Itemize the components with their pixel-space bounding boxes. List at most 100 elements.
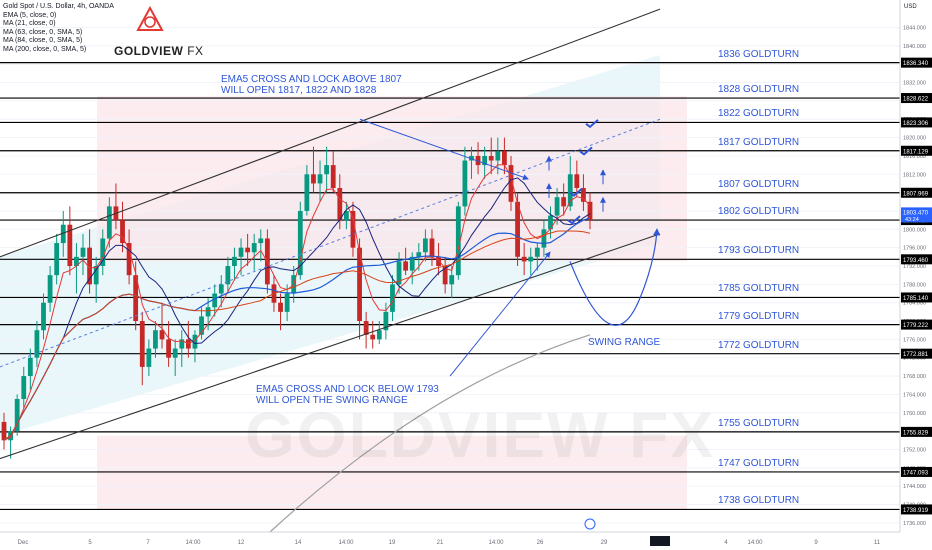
level-label[interactable]: 1802 GOLDTURN — [718, 206, 800, 218]
channel-lower-line[interactable] — [0, 233, 661, 460]
candle-body[interactable] — [587, 201, 593, 221]
candle-body[interactable] — [317, 174, 323, 184]
candle-body[interactable] — [278, 302, 283, 312]
indicator-ma63[interactable]: MA (63, close, 0, SMA, 5) — [3, 28, 83, 36]
candle-body[interactable] — [251, 243, 257, 253]
candle-body[interactable] — [133, 275, 139, 322]
candle-body[interactable] — [87, 247, 92, 285]
level-label[interactable]: 1836 GOLDTURN — [718, 48, 800, 60]
candle-body[interactable] — [185, 339, 191, 349]
level-price-tag[interactable] — [901, 187, 932, 198]
candle-body[interactable] — [567, 174, 573, 207]
candle-body[interactable] — [120, 220, 125, 244]
candle-body[interactable] — [67, 224, 73, 266]
candle-body[interactable] — [153, 330, 158, 349]
candle-body[interactable] — [390, 284, 395, 312]
candle-body[interactable] — [330, 165, 336, 189]
candle-body[interactable] — [521, 256, 527, 262]
candle-body[interactable] — [14, 399, 20, 432]
candle-body[interactable] — [515, 201, 520, 257]
candle-body[interactable] — [54, 243, 60, 276]
candle-body[interactable] — [442, 266, 448, 285]
symbol-title[interactable]: Gold Spot / U.S. Dollar, 4h, OANDA — [3, 3, 114, 10]
candle-body[interactable] — [508, 165, 514, 202]
candle-body[interactable] — [80, 247, 86, 257]
candle-body[interactable] — [436, 256, 441, 266]
level-label[interactable]: 1793 GOLDTURN — [718, 245, 800, 257]
level-label[interactable]: 1817 GOLDTURN — [718, 136, 800, 148]
level-price-tag[interactable] — [901, 93, 932, 104]
level-label[interactable]: 1738 GOLDTURN — [718, 495, 800, 507]
level-label[interactable]: 1747 GOLDTURN — [718, 457, 800, 469]
ma84-line[interactable] — [3, 230, 591, 441]
candle-body[interactable] — [350, 210, 356, 248]
candle-body[interactable] — [324, 165, 330, 175]
candle-body[interactable] — [416, 252, 422, 257]
candle-body[interactable] — [304, 174, 310, 211]
level-label[interactable]: 1822 GOLDTURN — [718, 108, 800, 120]
candle-body[interactable] — [574, 174, 580, 189]
candle-body[interactable] — [258, 238, 264, 244]
candle-body[interactable] — [212, 293, 218, 308]
candle-body[interactable] — [21, 376, 27, 399]
candle-body[interactable] — [581, 188, 586, 202]
ma200-line[interactable] — [269, 334, 591, 533]
swing-range-label[interactable]: SWING RANGE — [588, 337, 661, 348]
candle-body[interactable] — [343, 210, 349, 221]
candle-body[interactable] — [41, 302, 46, 331]
candle-body[interactable] — [462, 160, 468, 207]
candle-body[interactable] — [166, 339, 172, 358]
candle-body[interactable] — [74, 256, 79, 266]
level-price-tag[interactable] — [901, 57, 932, 68]
level-price-tag[interactable] — [901, 292, 932, 303]
candle-body[interactable] — [47, 275, 53, 303]
candle-body[interactable] — [455, 206, 461, 276]
candle-body[interactable] — [238, 247, 244, 257]
level-label[interactable]: 1755 GOLDTURN — [718, 417, 800, 429]
level-price-tag[interactable] — [901, 117, 932, 128]
candle-body[interactable] — [541, 229, 547, 248]
candle-body[interactable] — [146, 348, 152, 367]
candle-body[interactable] — [100, 238, 106, 266]
level-label[interactable]: 1772 GOLDTURN — [718, 339, 800, 351]
level-label[interactable]: 1807 GOLDTURN — [718, 178, 800, 190]
candle-body[interactable] — [534, 247, 540, 257]
candle-body[interactable] — [27, 357, 33, 377]
candle-body[interactable] — [60, 224, 66, 244]
candle-body[interactable] — [192, 334, 198, 349]
level-price-tag[interactable] — [901, 319, 932, 330]
candle-body[interactable] — [126, 243, 132, 276]
candle-body[interactable] — [172, 348, 178, 358]
level-price-tag[interactable] — [901, 466, 932, 477]
candle-body[interactable] — [548, 215, 553, 230]
level-price-tag[interactable] — [901, 426, 932, 437]
ma21-line[interactable] — [3, 177, 591, 441]
candle-body[interactable] — [370, 334, 376, 340]
level-price-tag[interactable] — [901, 348, 932, 359]
candle-body[interactable] — [1, 421, 7, 441]
top-annotation[interactable]: EMA5 CROSS AND LOCK ABOVE 1807 WILL OPEN… — [221, 74, 402, 96]
channel-upper-line[interactable] — [0, 8, 661, 258]
level-price-tag[interactable] — [901, 254, 932, 265]
candle-body[interactable] — [488, 155, 494, 161]
candle-body[interactable] — [297, 210, 303, 276]
level-label[interactable]: 1828 GOLDTURN — [718, 84, 800, 96]
candle-body[interactable] — [469, 155, 474, 161]
ema5-line[interactable] — [3, 164, 591, 441]
level-price-tag[interactable] — [901, 145, 932, 156]
candle-body[interactable] — [225, 266, 231, 285]
candle-body[interactable] — [409, 256, 415, 271]
indicator-ma200[interactable]: MA (200, close, 0, SMA, 5) — [3, 45, 87, 53]
indicator-ma21[interactable]: MA (21, close, 0) — [3, 20, 56, 28]
candle-body[interactable] — [245, 247, 251, 253]
candle-body[interactable] — [403, 261, 409, 271]
candle-body[interactable] — [422, 238, 428, 253]
candle-body[interactable] — [311, 174, 316, 184]
candle-body[interactable] — [159, 330, 165, 340]
candle-body[interactable] — [383, 311, 389, 331]
candle-body[interactable] — [376, 330, 382, 340]
candle-body[interactable] — [396, 261, 402, 285]
candle-body[interactable] — [199, 316, 204, 335]
candle-body[interactable] — [495, 151, 501, 161]
